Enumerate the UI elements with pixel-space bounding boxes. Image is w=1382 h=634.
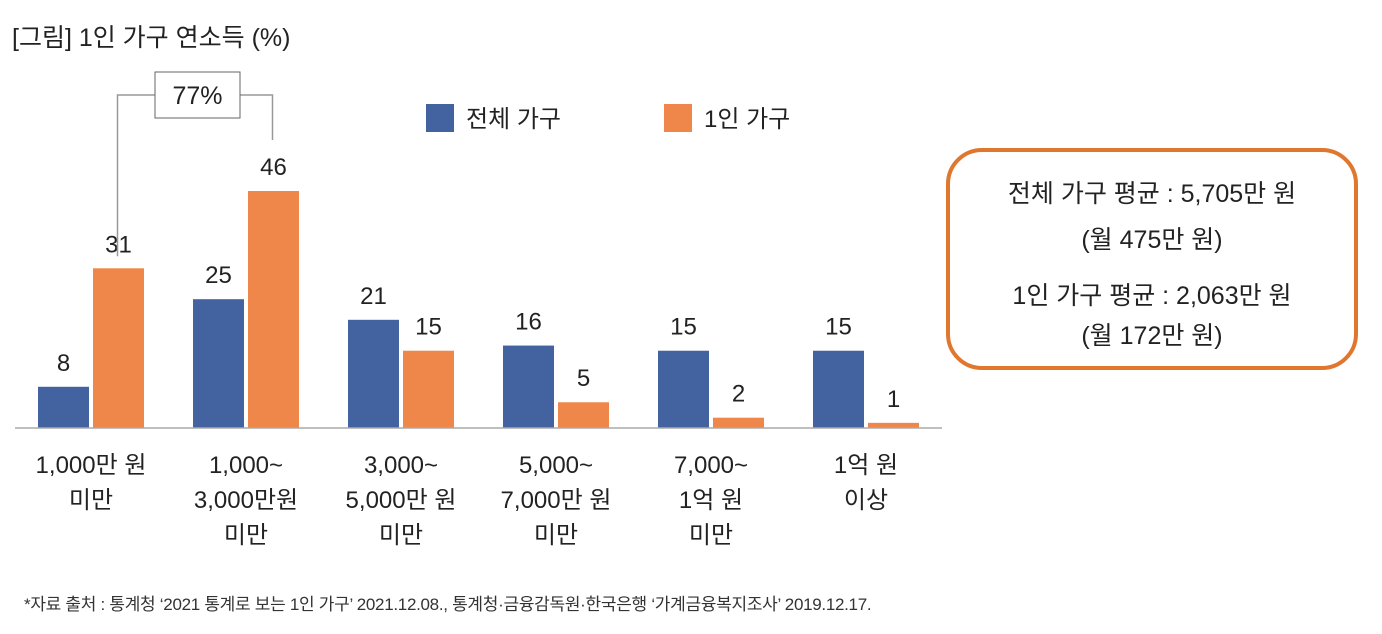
annotation-label: 77% [172, 82, 222, 110]
data-label: 2 [732, 381, 745, 408]
legend-label: 전체 가구 [466, 106, 561, 133]
chart-title: [그림] 1인 가구 연소득 (%) [12, 24, 291, 52]
annotation-bracket [116, 94, 155, 257]
total-household-bar [658, 350, 709, 428]
data-label: 25 [205, 262, 232, 289]
x-tick-label: 7,000~ [674, 452, 748, 479]
x-tick-label: 3,000~ [364, 452, 438, 479]
single-household-bar [558, 402, 609, 428]
x-tick-label: 3,000만원 [194, 487, 298, 514]
data-label: 21 [360, 283, 387, 310]
single-household-bar [403, 350, 454, 428]
data-label: 31 [105, 231, 132, 258]
x-tick-label: 5,000만 원 [346, 487, 457, 514]
data-label: 15 [825, 314, 852, 341]
x-tick-label: 7,000만 원 [501, 487, 612, 514]
annotation-box [154, 71, 241, 119]
single-household-bar [713, 417, 764, 428]
single-household-bar [868, 422, 919, 428]
data-label: 15 [415, 314, 442, 341]
single-monthly-text: (월 172만 원) [1081, 322, 1223, 350]
x-tick-label: 1억 원 [679, 487, 743, 514]
single-household-bar [248, 191, 299, 428]
x-tick-label: 미만 [379, 522, 423, 549]
data-label: 5 [577, 365, 590, 392]
total-household-bar [193, 299, 244, 428]
data-label: 15 [670, 314, 697, 341]
x-tick-label: 미만 [224, 522, 268, 549]
x-tick-label: 1,000만 원 [36, 452, 147, 479]
single-average-text: 1인 가구 평균 : 2,063만 원 [1012, 282, 1292, 310]
total-average-text: 전체 가구 평균 : 5,705만 원 [1007, 180, 1297, 208]
average-income-box: 전체 가구 평균 : 5,705만 원 (월 475만 원) 1인 가구 평균 … [946, 148, 1358, 370]
x-tick-label: 미만 [689, 522, 733, 549]
data-label: 1 [887, 386, 900, 413]
total-monthly-text: (월 475만 원) [1081, 226, 1223, 254]
x-tick-label: 미만 [69, 487, 113, 514]
x-tick-label: 1억 원 [834, 452, 898, 479]
total-household-bar [813, 350, 864, 428]
total-household-bar [38, 386, 89, 428]
x-tick-label: 미만 [534, 522, 578, 549]
data-label: 46 [260, 154, 287, 181]
total-household-bar [348, 319, 399, 428]
x-tick-label: 1,000~ [209, 452, 283, 479]
annotation-bracket [240, 94, 274, 140]
data-label: 8 [57, 350, 70, 377]
total-household-bar [503, 345, 554, 428]
legend-swatch [426, 104, 454, 132]
single-household-bar [93, 268, 144, 428]
x-tick-label: 이상 [844, 487, 888, 514]
legend-label: 1인 가구 [704, 106, 790, 133]
source-note: *자료 출처 : 통계청 ‘2021 통계로 보는 1인 가구’ 2021.12… [24, 595, 872, 614]
x-tick-label: 5,000~ [519, 452, 593, 479]
legend-swatch [664, 104, 692, 132]
data-label: 16 [515, 309, 542, 336]
